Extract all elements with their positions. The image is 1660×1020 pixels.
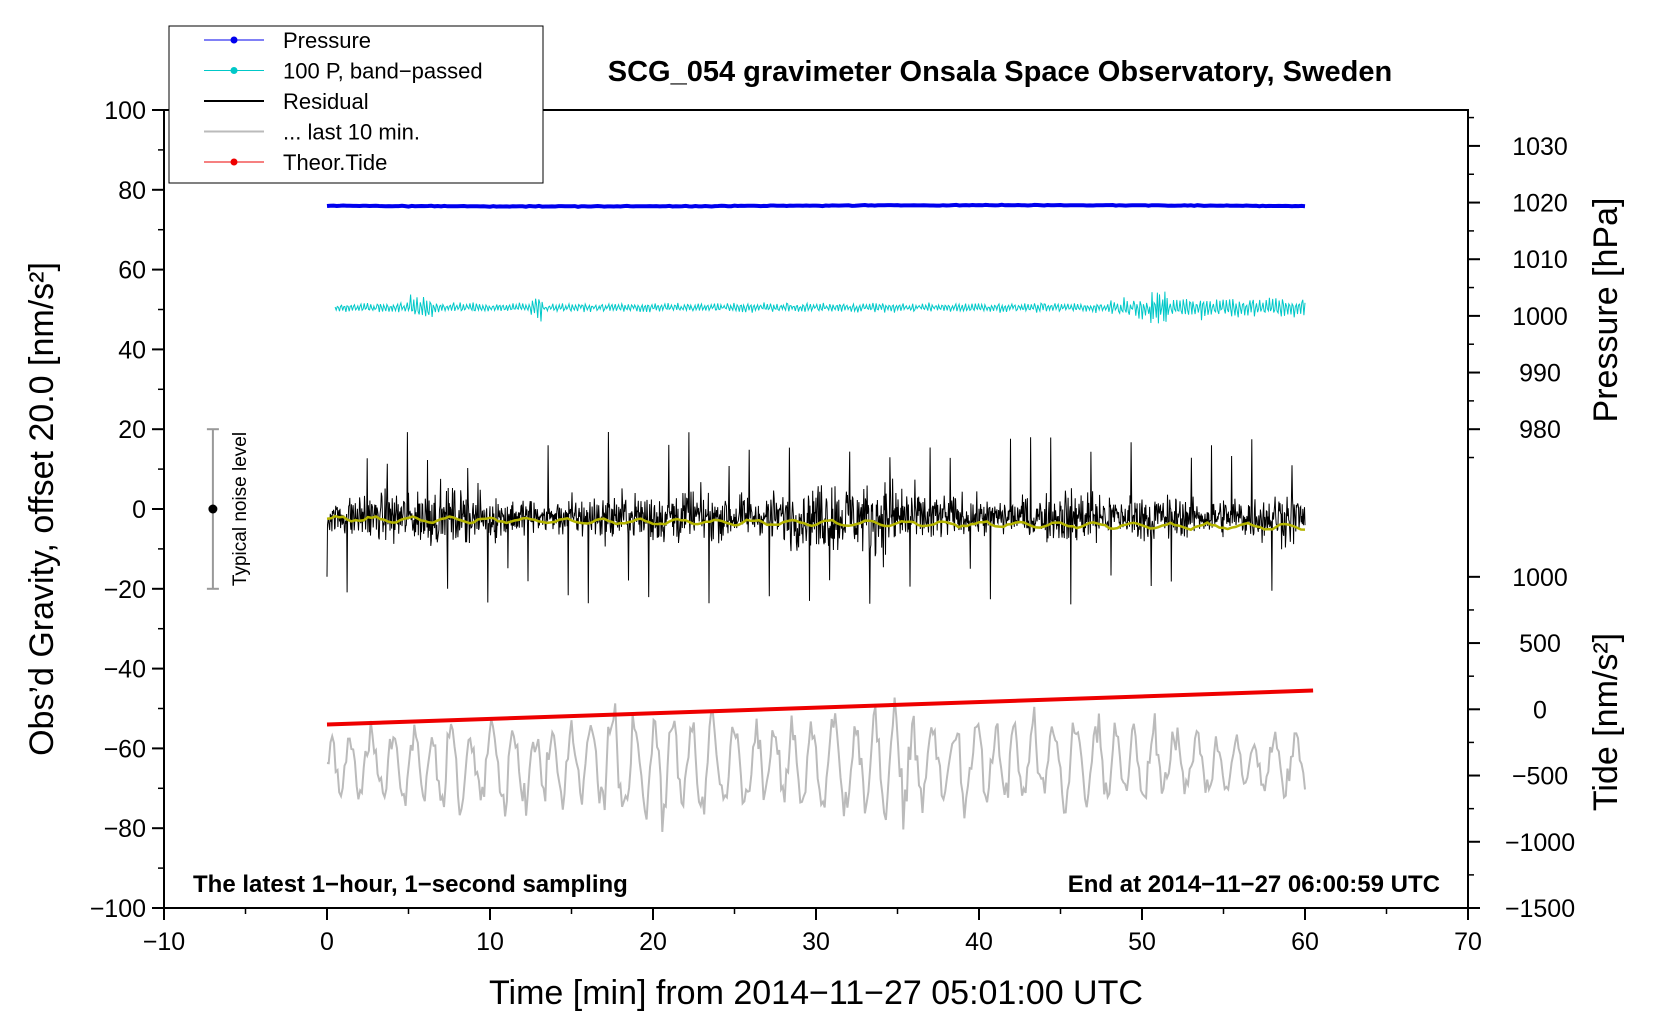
x-tick-label: 10 — [476, 928, 504, 956]
tide-tick-label: −1500 — [1505, 895, 1575, 923]
y-tick-label: 0 — [132, 496, 146, 524]
ticks-layer: −10 0 10 20 30 40 50 60 70−100−80−60−40−20020406… — [90, 97, 1575, 956]
legend-marker — [230, 36, 238, 44]
legend: Pressure 100 P, band−passed Residual ... la… — [168, 25, 544, 184]
series-residual — [326, 431, 1306, 605]
y-tick-label: 100 — [104, 97, 146, 125]
series-theoretical-tide — [326, 688, 1314, 727]
pressure-tick-label: 1000 — [1512, 303, 1568, 331]
legend-label: Residual — [283, 89, 369, 114]
chart-title: SCG_054 gravimeter Onsala Space Observat… — [608, 56, 1392, 88]
legend-box — [168, 25, 544, 184]
legend-label: Theor.Tide — [283, 150, 387, 175]
y-tick-label: −40 — [104, 656, 146, 684]
y-tick-label: 60 — [118, 257, 146, 285]
series-smoothed-residual — [326, 514, 1306, 532]
x-tick-label: 60 — [1291, 928, 1319, 956]
legend-label: 100 P, band−passed — [283, 59, 483, 84]
pressure-tick-label: 1020 — [1512, 190, 1568, 218]
series-last-10-min — [326, 697, 1306, 832]
y-tick-label: −60 — [104, 735, 146, 763]
y-axis-title-left: Obs’d Gravity, offset 20.0 [nm/s²] — [23, 262, 61, 756]
x-tick-label: 20 — [639, 928, 667, 956]
sampling-note: The latest 1−hour, 1−second sampling — [193, 871, 628, 898]
noise-center-dot — [208, 504, 218, 514]
series-band-passed-pressure — [334, 291, 1306, 324]
noise-indicator: Typical noise level — [206, 428, 251, 590]
x-tick-label: −10 — [143, 928, 185, 956]
legend-label: ... last 10 min. — [283, 120, 420, 145]
y-tick-label: −100 — [90, 895, 146, 923]
y-tick-label: 80 — [118, 177, 146, 205]
y-tick-label: 20 — [118, 416, 146, 444]
series-layer — [326, 202, 1314, 832]
x-axis-title: Time [min] from 2014−11−27 05:01:00 UTC — [489, 974, 1143, 1012]
x-tick-label: 40 — [965, 928, 993, 956]
pressure-tick-label: 980 — [1519, 416, 1561, 444]
y-axis-title-tide: Tide [nm/s²] — [1587, 633, 1625, 811]
y-tick-label: −20 — [104, 576, 146, 604]
tide-tick-label: −500 — [1512, 763, 1568, 791]
noise-label: Typical noise level — [230, 432, 251, 586]
tide-tick-label: −1000 — [1505, 829, 1575, 857]
series-pressure — [326, 202, 1306, 209]
x-tick-label: 30 — [802, 928, 830, 956]
x-tick-label: 50 — [1128, 928, 1156, 956]
x-tick-label: 70 — [1454, 928, 1482, 956]
y-axis-title-pressure: Pressure [hPa] — [1587, 198, 1625, 423]
pressure-tick-label: 1010 — [1512, 246, 1568, 274]
tide-tick-label: 0 — [1533, 696, 1547, 724]
legend-marker — [230, 67, 238, 74]
pressure-tick-label: 1030 — [1512, 133, 1568, 161]
legend-items: Pressure 100 P, band−passed Residual ... la… — [204, 28, 483, 175]
y-tick-label: 40 — [118, 336, 146, 364]
end-time-note: End at 2014−11−27 06:00:59 UTC — [1068, 871, 1440, 898]
tide-tick-label: 1000 — [1512, 564, 1568, 592]
y-tick-label: −80 — [104, 815, 146, 843]
legend-marker — [230, 158, 238, 166]
legend-label: Pressure — [283, 28, 371, 53]
tide-tick-label: 500 — [1519, 630, 1561, 658]
pressure-tick-label: 990 — [1519, 360, 1561, 388]
x-tick-label: 0 — [320, 928, 334, 956]
